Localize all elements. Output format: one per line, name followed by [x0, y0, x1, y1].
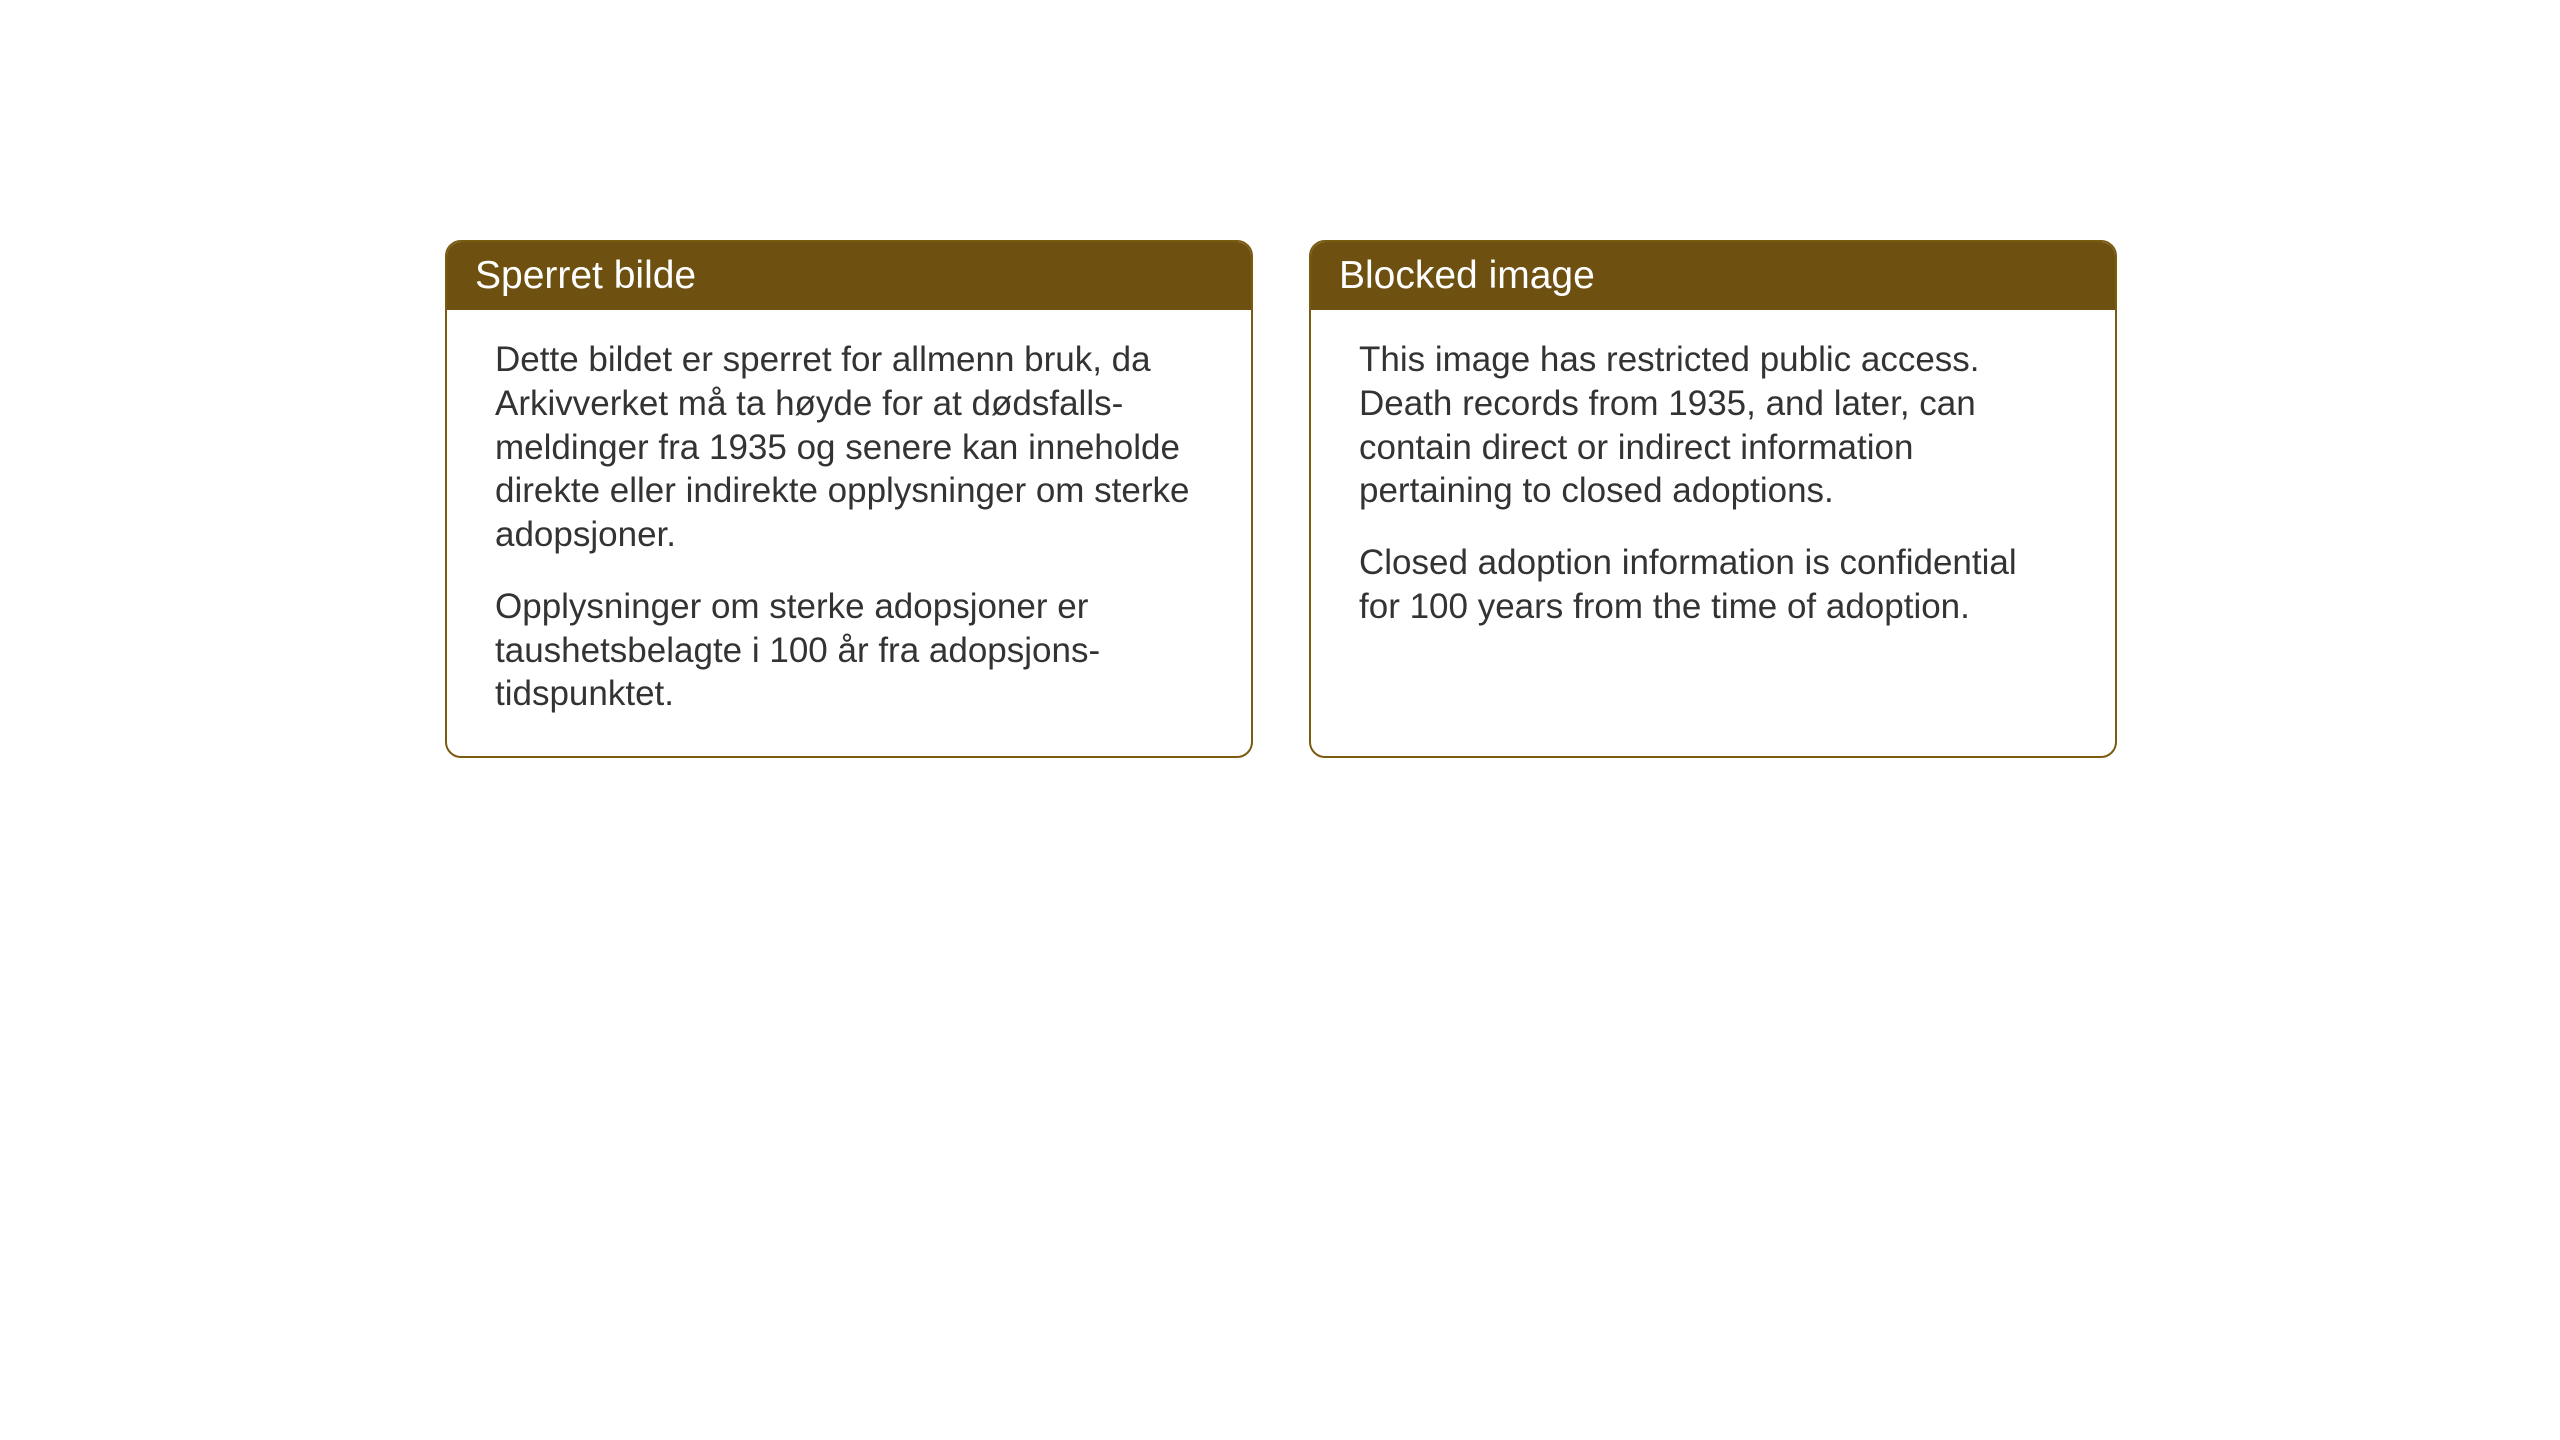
card-paragraph-2-english: Closed adoption information is confident…	[1359, 541, 2067, 629]
card-header-norwegian: Sperret bilde	[447, 242, 1251, 310]
card-paragraph-1-english: This image has restricted public access.…	[1359, 338, 2067, 513]
card-paragraph-1-norwegian: Dette bildet er sperret for allmenn bruk…	[495, 338, 1203, 557]
card-title-english: Blocked image	[1339, 254, 1595, 297]
card-paragraph-2-norwegian: Opplysninger om sterke adopsjoner er tau…	[495, 585, 1203, 716]
notice-card-norwegian: Sperret bilde Dette bildet er sperret fo…	[445, 240, 1253, 758]
notice-card-english: Blocked image This image has restricted …	[1309, 240, 2117, 758]
card-body-english: This image has restricted public access.…	[1311, 310, 2115, 669]
notice-container: Sperret bilde Dette bildet er sperret fo…	[445, 240, 2117, 758]
card-header-english: Blocked image	[1311, 242, 2115, 310]
card-body-norwegian: Dette bildet er sperret for allmenn bruk…	[447, 310, 1251, 756]
card-title-norwegian: Sperret bilde	[475, 254, 696, 297]
